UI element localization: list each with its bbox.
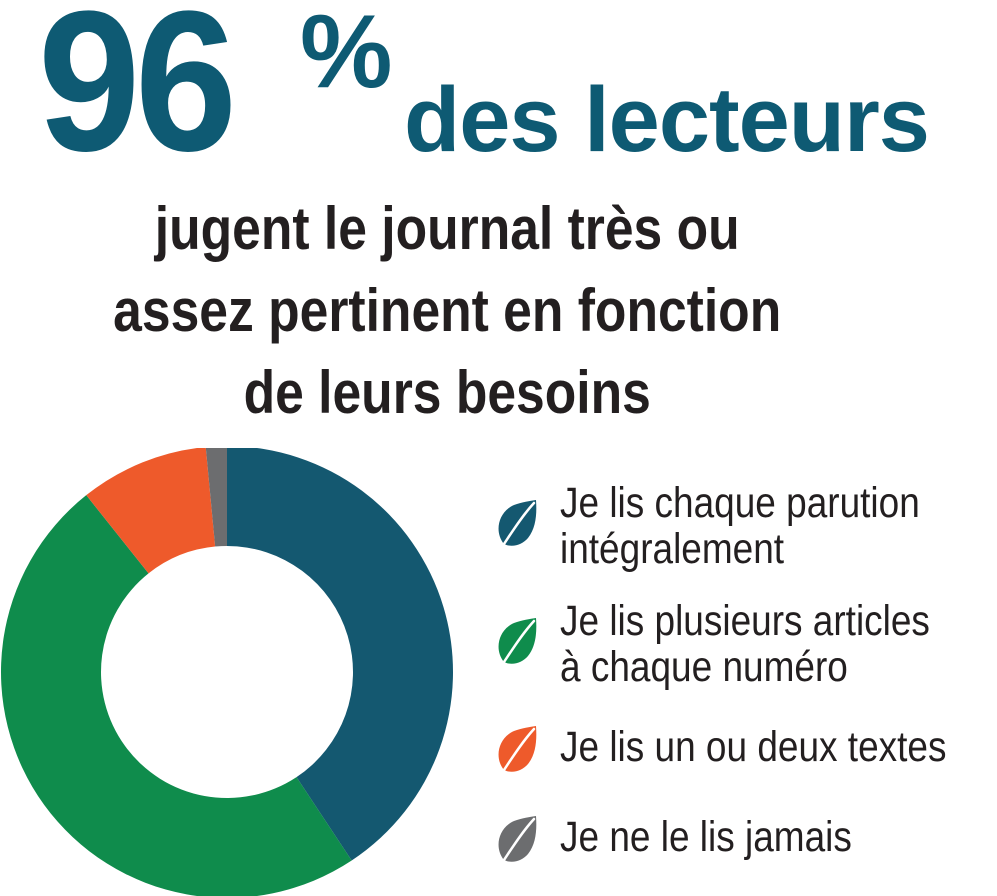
legend-label: Je lis un ou deux textes (560, 724, 946, 770)
donut-slice (227, 448, 453, 861)
legend-label-line: à chaque numéro (560, 643, 848, 691)
leaf-icon (498, 726, 537, 772)
headline-percent-sign: % (300, 0, 393, 110)
donut-slice (86, 448, 216, 574)
subtitle-line: assez pertinent en fonction (113, 277, 782, 344)
headline-number: 96 (38, 0, 237, 193)
leaf-icon (498, 500, 537, 546)
leaf-icon (498, 618, 537, 664)
legend-label-line: Je ne le lis jamais (560, 813, 852, 861)
subtitle-line: de leurs besoins (243, 359, 651, 426)
legend-label-line: Je lis chaque parution (560, 479, 920, 527)
headline-tail: des lecteurs (404, 69, 930, 171)
donut-slice (205, 448, 227, 547)
leaf-icon (498, 816, 537, 862)
legend-label-line: Je lis un ou deux textes (560, 723, 947, 771)
legend-label: Je ne le lis jamais (560, 814, 852, 860)
subtitle: jugent le journal très ou assez pertinen… (0, 188, 894, 434)
legend-label: Je lis chaque parution intégralement (560, 480, 920, 572)
legend-label-line: Je lis plusieurs articles (560, 597, 930, 645)
donut-slice (1, 495, 352, 896)
legend-label: Je lis plusieurs articles à chaque numér… (560, 598, 930, 690)
subtitle-line: jugent le journal très ou (154, 195, 740, 262)
legend-label-line: intégralement (560, 525, 785, 573)
headline: 96 % des lecteurs (0, 0, 997, 193)
donut-chart (1, 448, 453, 896)
